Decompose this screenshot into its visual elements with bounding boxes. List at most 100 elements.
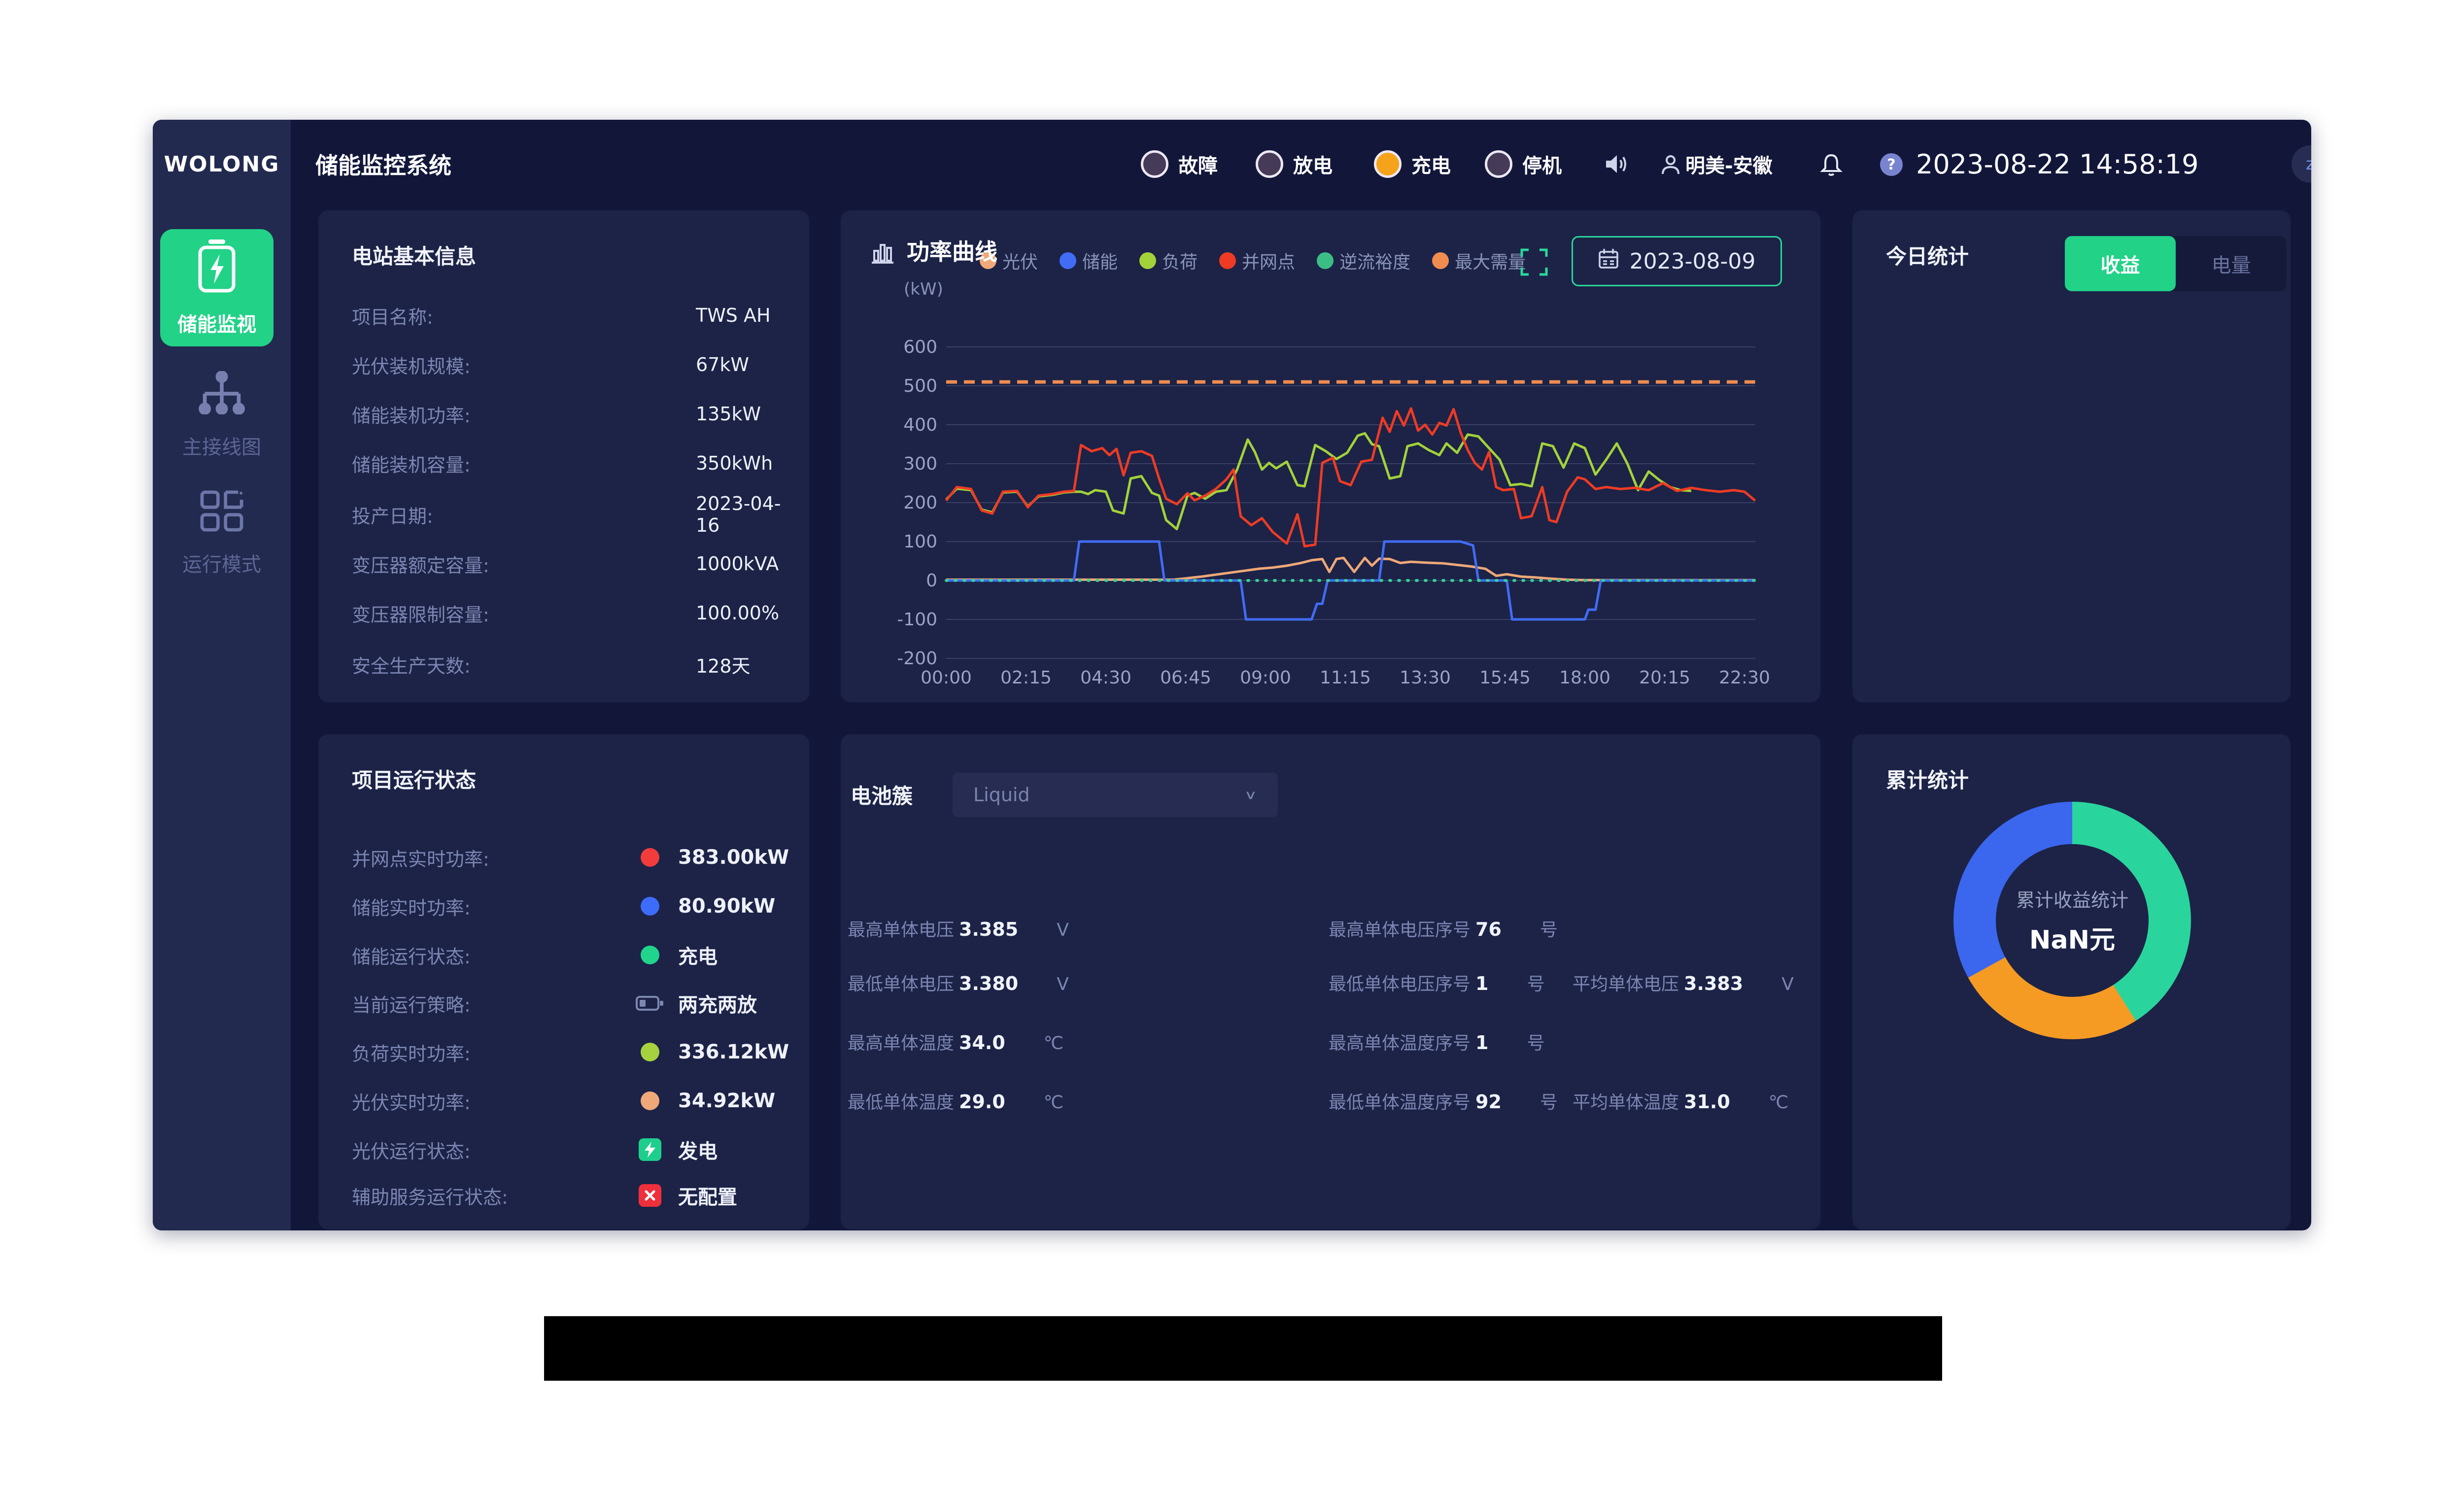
info-row: 项目名称: TWS AH <box>352 305 771 328</box>
legend-item-max-demand[interactable]: 最大需量 <box>1432 248 1526 273</box>
svg-text:-100: -100 <box>897 610 937 630</box>
chart-title: 功率曲线 <box>907 238 997 265</box>
clock: 2023-08-22 14:58:19 <box>1916 148 2199 180</box>
battery-lightning-icon <box>194 238 240 296</box>
station-info-panel: 电站基本信息 项目名称: TWS AH 光伏装机规模: 67kW 储能装机功率:… <box>318 210 809 702</box>
sidebar-item-label: 主接线图 <box>182 436 261 459</box>
energy-storage-dashboard: WOLONG 储能监视 <box>153 120 2311 1230</box>
status-indicator-discharge: 放电 <box>1256 120 1333 208</box>
status-row: 负荷实时功率: 336.12kW <box>352 1041 789 1065</box>
user-icon[interactable] <box>1660 154 1681 178</box>
svg-text:100: 100 <box>903 532 937 552</box>
svg-text:00:00: 00:00 <box>921 668 972 688</box>
legend-item-load[interactable]: 负荷 <box>1139 248 1198 273</box>
bell-icon[interactable] <box>1819 152 1843 179</box>
chart-y-unit: (kW) <box>904 279 943 299</box>
fault-status-dot <box>1141 150 1168 178</box>
strategy-battery-icon <box>633 995 667 1012</box>
chevron-down-icon: ∨ <box>1244 787 1257 802</box>
svg-text:06:45: 06:45 <box>1160 668 1211 688</box>
username[interactable]: 明美-安徽 <box>1685 155 1773 177</box>
svg-text:600: 600 <box>903 337 937 357</box>
avg-cell-voltage: 平均单体电压 3.383 V <box>1573 973 1794 994</box>
project-status-panel: 项目运行状态 并网点实时功率: 383.00kW 储能实时功率: 80.90kW… <box>318 734 809 1229</box>
battery-cluster-select[interactable]: Liquid ∨ <box>953 773 1278 817</box>
calendar-icon <box>1598 248 1619 275</box>
max-cell-temp-index: 最高单体温度序号 1 号 <box>1329 1032 1545 1054</box>
pv-generating-icon <box>639 1138 661 1161</box>
legend-item-grid-point[interactable]: 并网点 <box>1219 248 1295 273</box>
legend-item-reverse-margin[interactable]: 逆流裕度 <box>1317 248 1410 273</box>
battery-cluster-title: 电池簇 <box>851 784 913 808</box>
info-row: 投产日期: 2023-04-16 <box>352 493 781 536</box>
status-row: 光伏实时功率: 34.92kW <box>352 1089 776 1114</box>
charge-status-dot <box>1374 150 1402 178</box>
min-cell-temp-index: 最低单体温度序号 92 号 <box>1329 1091 1558 1113</box>
avg-cell-temp: 平均单体温度 31.0 ℃ <box>1573 1091 1789 1113</box>
info-row: 储能装机功率: 135kW <box>352 403 761 427</box>
tab-revenue[interactable]: 收益 <box>2065 236 2176 291</box>
cumulative-revenue-donut-chart[interactable]: 累计收益统计 NaN元 <box>1953 802 2191 1039</box>
today-stats-toggle: 收益 电量 <box>2065 236 2287 291</box>
storage-legend-dot <box>1060 252 1077 269</box>
donut-center-label: 累计收益统计 <box>2016 889 2128 911</box>
legend-item-pv[interactable]: 光伏 <box>980 248 1038 273</box>
bar-chart-icon <box>870 241 895 266</box>
power-curve-panel: 功率曲线 (kW) 光伏 储能 负荷 并网点 <box>841 210 1820 702</box>
pv-power-dot <box>641 1091 659 1110</box>
station-info-title: 电站基本信息 <box>352 244 477 269</box>
cumulative-stats-title: 累计统计 <box>1886 768 1969 792</box>
volume-icon[interactable] <box>1604 152 1630 178</box>
donut-center: 累计收益统计 NaN元 <box>1996 844 2149 997</box>
svg-text:400: 400 <box>903 415 937 435</box>
min-cell-temp: 最低单体温度 29.0 ℃ <box>848 1091 1064 1113</box>
reverse-margin-legend-dot <box>1317 252 1334 269</box>
stop-status-dot <box>1485 150 1512 178</box>
sidebar-item-storage-monitor[interactable]: 储能监视 <box>160 229 274 346</box>
cumulative-stats-panel: 累计统计 累计收益统计 NaN元 <box>1852 734 2291 1229</box>
svg-text:-200: -200 <box>897 648 937 669</box>
donut-center-value: NaN元 <box>2029 925 2116 955</box>
svg-text:15:45: 15:45 <box>1479 668 1531 688</box>
svg-text:11:15: 11:15 <box>1320 668 1371 688</box>
svg-text:20:15: 20:15 <box>1639 668 1690 688</box>
info-row: 变压器额定容量: 1000kVA <box>352 553 779 577</box>
max-cell-voltage-index: 最高单体电压序号 76 号 <box>1329 919 1558 940</box>
sidebar-item-label: 运行模式 <box>182 553 261 576</box>
wolong-logo: WOLONG <box>164 151 280 177</box>
sidebar-item-wiring-diagram[interactable]: 主接线图 <box>153 371 291 460</box>
min-cell-voltage-index: 最低单体电压序号 1 号 <box>1329 973 1545 994</box>
svg-text:13:30: 13:30 <box>1400 668 1451 688</box>
max-cell-temp: 最高单体温度 34.0 ℃ <box>848 1032 1064 1054</box>
sidebar-item-label: 储能监视 <box>177 313 256 336</box>
svg-text:22:30: 22:30 <box>1719 668 1770 688</box>
svg-text:18:00: 18:00 <box>1559 668 1610 688</box>
date-picker[interactable]: 2023-08-09 <box>1572 236 1782 286</box>
svg-text:300: 300 <box>903 454 937 474</box>
wiring-diagram-icon <box>198 371 245 416</box>
status-row: 光伏运行状态: 发电 <box>352 1138 795 1163</box>
info-row: 储能装机容量: 350kWh <box>352 452 773 476</box>
help-icon[interactable]: ? <box>1880 153 1903 176</box>
sidebar-item-run-mode[interactable]: 运行模式 <box>153 490 291 577</box>
redacted-black-bar <box>544 1316 1942 1381</box>
battery-cluster-panel: 电池簇 Liquid ∨ 最高单体电压 3.385 V 最高单体电压序号 76 号 最低… <box>841 734 1820 1229</box>
tab-energy[interactable]: 电量 <box>2211 254 2251 277</box>
status-indicator-stop: 停机 <box>1485 120 1562 208</box>
grid-power-dot <box>641 848 659 867</box>
select-value: Liquid <box>973 784 1030 806</box>
sidebar: WOLONG 储能监视 <box>153 120 291 1230</box>
svg-text:02:15: 02:15 <box>1000 668 1052 688</box>
avatar[interactable]: z <box>2292 145 2311 183</box>
status-row: 储能实时功率: 80.90kW <box>352 895 776 919</box>
storage-state-dot <box>641 946 659 964</box>
status-row: 并网点实时功率: 383.00kW <box>352 846 789 870</box>
min-cell-voltage: 最低单体电压 3.380 V <box>848 973 1069 994</box>
fullscreen-icon[interactable] <box>1520 248 1548 278</box>
max-cell-voltage: 最高单体电压 3.385 V <box>848 919 1069 940</box>
status-indicator-charge: 充电 <box>1374 120 1451 208</box>
load-legend-dot <box>1139 252 1157 269</box>
status-row: 辅助服务运行状态: 无配置 <box>352 1184 795 1209</box>
legend-item-storage[interactable]: 储能 <box>1060 248 1118 273</box>
